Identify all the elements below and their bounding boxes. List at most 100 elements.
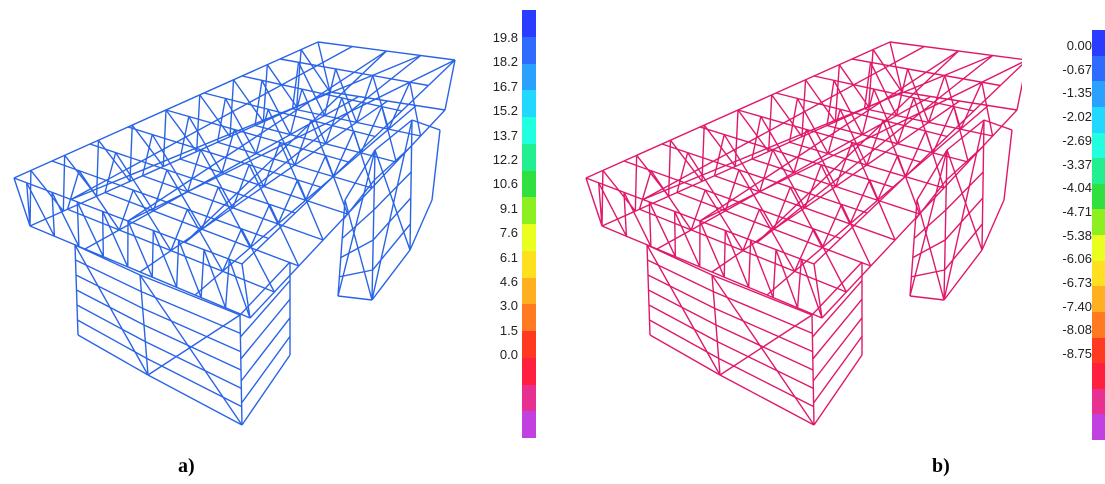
frame-member — [983, 119, 1013, 131]
frame-member — [648, 304, 718, 343]
frame-member — [195, 94, 201, 152]
frame-member — [411, 119, 441, 131]
frame-member — [756, 50, 959, 244]
frame-member — [200, 149, 234, 209]
frame-member — [232, 79, 264, 123]
frame-member — [372, 197, 412, 241]
frame-member — [916, 199, 945, 301]
color-scale-segment — [1092, 311, 1105, 338]
frame-member — [944, 223, 983, 271]
frame-member — [876, 155, 899, 201]
frame-member — [909, 199, 918, 297]
frame-member — [647, 274, 715, 309]
frame-member — [826, 80, 835, 126]
color-scale-tick-label: -3.37 — [1062, 156, 1092, 172]
frame-member — [772, 149, 806, 209]
frame-member — [139, 100, 388, 273]
frame-member — [297, 62, 326, 116]
frame-member — [145, 341, 242, 389]
frame-member — [669, 139, 703, 182]
frame-member — [360, 106, 383, 154]
frame-member — [95, 140, 100, 197]
frame-member — [820, 164, 851, 225]
frame-member — [239, 280, 291, 338]
frame-member — [186, 149, 202, 193]
frame-member — [946, 149, 983, 251]
frame-member — [690, 189, 706, 231]
frame-member — [711, 274, 815, 426]
frame-member — [267, 109, 296, 166]
frame-member — [771, 94, 803, 138]
color-scale-tick-label: -4.71 — [1062, 203, 1092, 219]
frame-member — [337, 199, 346, 297]
frame-member — [833, 80, 863, 135]
frame-member — [409, 199, 433, 251]
color-scale-segment — [522, 197, 536, 224]
color-scale-tick-label: -6.73 — [1062, 275, 1092, 290]
color-scale-tick-label: 0.00 — [1066, 38, 1092, 53]
frame-member — [152, 169, 168, 212]
frame-member — [291, 62, 300, 109]
color-scale-segment — [522, 224, 536, 251]
frame-member — [812, 298, 863, 360]
frame-member — [268, 204, 300, 267]
frame-member — [867, 49, 874, 107]
color-scale-segment — [1092, 235, 1105, 261]
color-scale-segment — [522, 170, 536, 198]
frame-member — [78, 170, 120, 231]
frame-member — [866, 119, 884, 166]
frame-member — [827, 109, 841, 154]
frame-member — [217, 186, 251, 248]
frame-member — [431, 129, 441, 201]
frame-member — [812, 228, 847, 293]
frame-member — [371, 149, 376, 301]
frame-member — [70, 54, 422, 201]
frame-member — [944, 197, 984, 241]
frame-member — [334, 68, 358, 123]
frame-member — [104, 152, 117, 193]
frame-member — [224, 259, 231, 308]
color-scale-tick-label: -2.69 — [1062, 132, 1092, 148]
frame-member — [444, 59, 456, 111]
frame-member — [76, 304, 146, 343]
frame-member — [194, 104, 417, 296]
frame-member — [300, 49, 331, 93]
frame-member — [642, 54, 994, 201]
frame-member — [324, 97, 343, 144]
frame-member — [166, 169, 203, 230]
frame-member — [701, 125, 705, 182]
frame-member — [724, 169, 740, 212]
frame-member — [304, 155, 327, 201]
structure-frame-model-a — [13, 41, 456, 426]
frame-member — [224, 98, 257, 155]
frame-member — [598, 182, 628, 237]
frame-member — [724, 230, 750, 288]
color-scale-tick-label: 15.2 — [492, 103, 518, 119]
frame-member — [51, 192, 56, 237]
frame-member — [711, 274, 813, 316]
frame-member — [673, 211, 677, 257]
frame-member — [409, 119, 413, 251]
frame-member — [758, 209, 796, 272]
frame-member — [623, 192, 652, 247]
frame-member — [742, 209, 761, 251]
frame-member — [909, 295, 945, 301]
frame-member — [634, 155, 638, 212]
frame-member — [371, 119, 413, 301]
frame-member — [146, 357, 242, 408]
frame-member — [373, 171, 412, 211]
frame-member — [747, 240, 752, 288]
color-scale-segment — [522, 10, 536, 37]
frame-member — [132, 189, 172, 251]
panel-b: 0.00 -0.67 -1.35 -2.02 -2.69 -3.37 -4.04 -4.71 -… — [552, 0, 1105, 484]
frame-member — [66, 170, 80, 210]
panel-label-b: b) — [932, 455, 950, 477]
frame-member — [332, 130, 355, 177]
color-scale-tick-label: -2.02 — [1062, 109, 1092, 125]
color-scale-segment — [1092, 286, 1105, 312]
frame-member — [676, 152, 689, 193]
frame-member — [240, 228, 275, 293]
frame-member — [70, 45, 353, 201]
frame-member — [372, 75, 390, 130]
frame-member — [945, 171, 984, 211]
